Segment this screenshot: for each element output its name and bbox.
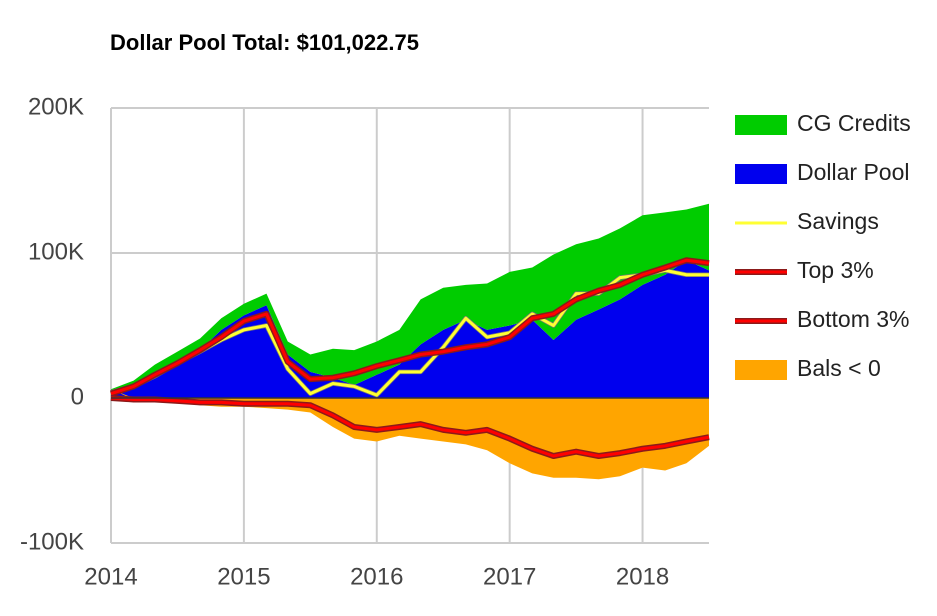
line (110, 258, 710, 396)
legend-label: CG Credits (797, 110, 911, 136)
x-tick-label: 2018 (616, 563, 669, 590)
y-tick-label: 200K (28, 93, 84, 120)
line (110, 396, 710, 458)
legend-label: Dollar Pool (797, 159, 910, 185)
y-tick-label: -100K (20, 528, 84, 555)
x-tick-label: 2017 (483, 563, 536, 590)
chart-title: Dollar Pool Total: $101,022.75 (110, 30, 419, 55)
x-tick-label: 2016 (350, 563, 403, 590)
legend-label: Top 3% (797, 257, 874, 283)
legend-swatch (735, 360, 787, 380)
x-tick-label: 2015 (217, 563, 270, 590)
legend-label: Bals < 0 (797, 355, 881, 381)
legend-swatch (735, 164, 787, 184)
legend-label: Bottom 3% (797, 306, 910, 332)
area (111, 260, 709, 398)
legend-label: Savings (797, 208, 879, 234)
y-tick-label: 100K (28, 238, 84, 265)
area (111, 203, 709, 396)
legend-swatch (735, 115, 787, 135)
x-tick-label: 2014 (84, 563, 137, 590)
y-tick-label: 0 (71, 383, 84, 410)
